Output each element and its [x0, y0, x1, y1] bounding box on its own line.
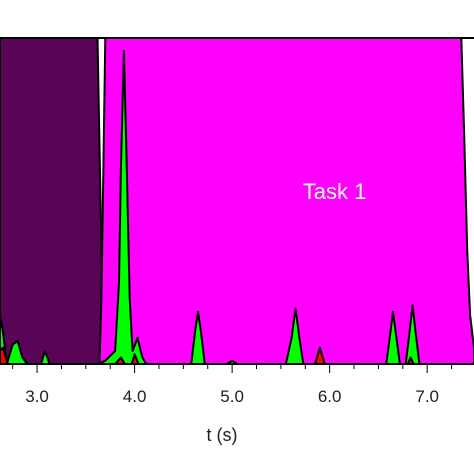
area-series-red	[0, 346, 474, 365]
x-tick-label: 6.0	[318, 387, 342, 406]
x-tick-label: 3.0	[25, 387, 49, 406]
labels: 3.0 4.0 5.0 6.0 7.0 t (s) Task 1	[25, 179, 439, 445]
area-series-dark_region	[0, 37, 111, 365]
area-series-task1	[98, 37, 474, 365]
x-axis	[0, 37, 474, 373]
x-axis-title: t (s)	[207, 425, 238, 445]
plot-area	[0, 37, 474, 365]
x-tick-label: 4.0	[123, 387, 147, 406]
annotation-label: Task 1	[303, 179, 367, 204]
x-tick-label: 7.0	[415, 387, 439, 406]
x-tick-label: 5.0	[220, 387, 244, 406]
